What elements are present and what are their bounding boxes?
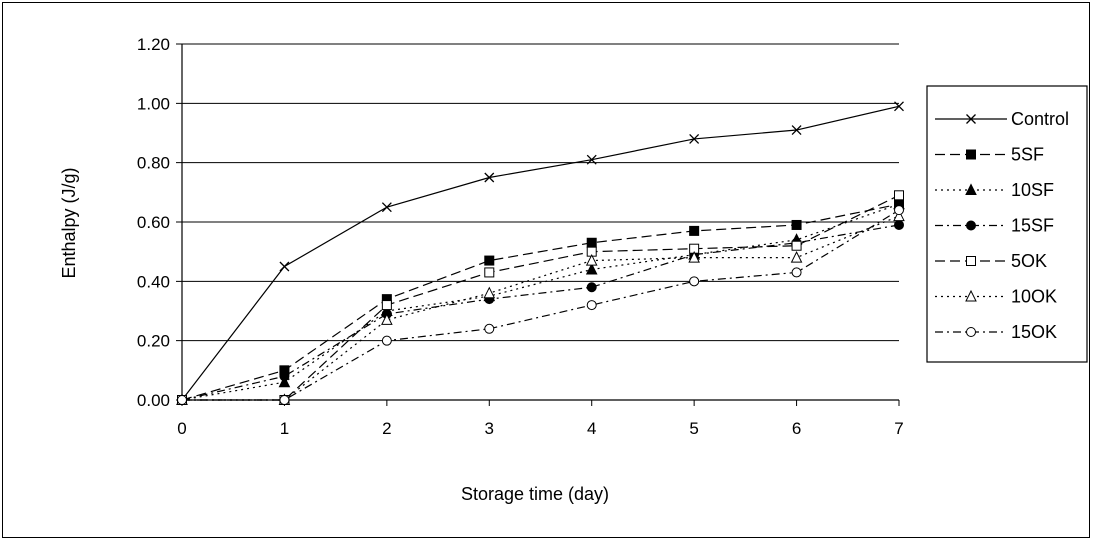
data-point-15ok xyxy=(484,323,495,334)
y-axis-ticks: 0.00 0.20 0.40 0.60 0.80 1.00 1.20 xyxy=(137,35,170,410)
data-point-control xyxy=(689,133,700,144)
legend-item-10ok: 10OK xyxy=(935,287,1057,307)
legend-marker xyxy=(965,289,977,302)
data-point-10ok xyxy=(483,286,496,299)
x-tick-label: 2 xyxy=(382,419,391,438)
legend-marker xyxy=(966,114,976,124)
data-point-10ok xyxy=(790,250,803,263)
x-axis-ticks: 0 1 2 3 4 5 6 7 xyxy=(177,400,904,438)
legend-marker xyxy=(966,149,976,160)
data-point-5ok xyxy=(381,300,392,311)
legend-marker xyxy=(966,256,976,266)
series-line-10sf xyxy=(181,203,900,401)
data-point-15ok xyxy=(177,395,187,405)
data-point-5ok xyxy=(894,190,904,201)
legend-item-15sf: 15SF xyxy=(935,216,1054,236)
legend-item-control: Control xyxy=(935,109,1069,129)
gridlines xyxy=(176,43,899,401)
data-point-10ok xyxy=(893,209,905,222)
data-point-5sf xyxy=(586,237,597,248)
data-point-15sf xyxy=(279,371,290,382)
data-point-control xyxy=(586,154,597,165)
data-point-control xyxy=(381,202,392,213)
y-tick-label: 0.00 xyxy=(137,391,170,410)
x-tick-label: 1 xyxy=(280,419,289,438)
x-tick-label: 3 xyxy=(485,419,494,438)
series-line-5ok xyxy=(182,194,900,401)
legend-marker xyxy=(965,183,977,195)
data-point-15ok xyxy=(894,205,904,216)
x-tick-label: 6 xyxy=(792,419,801,438)
legend-item-5ok: 5OK xyxy=(935,251,1047,271)
legend-item-5sf: 5SF xyxy=(935,145,1044,165)
legend-item-10sf: 10SF xyxy=(935,180,1054,200)
legend: Control 5SF 10SF 15SF 5OK 10OK 15OK xyxy=(926,85,1088,363)
series-group xyxy=(176,101,905,405)
data-point-10ok xyxy=(688,250,700,263)
y-axis-title: Enthalpy (J/g) xyxy=(59,167,79,278)
y-tick-label: 0.80 xyxy=(137,154,170,173)
data-point-10sf xyxy=(278,375,291,388)
data-point-10ok xyxy=(381,313,393,325)
data-point-control xyxy=(791,125,802,135)
x-tick-label: 5 xyxy=(689,419,698,438)
legend-label: 10SF xyxy=(1011,180,1054,200)
y-tick-label: 0.20 xyxy=(137,332,170,351)
data-point-5ok xyxy=(484,267,495,278)
data-point-15ok xyxy=(381,335,392,346)
series-control xyxy=(177,101,904,405)
series-line-5sf xyxy=(181,203,900,401)
data-point-15ok xyxy=(586,300,597,311)
x-tick-label: 0 xyxy=(177,419,186,438)
legend-label: 15OK xyxy=(1011,322,1057,342)
y-tick-label: 1.20 xyxy=(137,35,170,54)
legend-label: 5OK xyxy=(1011,251,1047,271)
data-point-10sf xyxy=(585,262,598,275)
x-axis-title: Storage time (day) xyxy=(461,484,609,504)
series-line-control xyxy=(181,105,900,401)
data-point-control xyxy=(279,261,290,272)
y-tick-label: 1.00 xyxy=(137,94,170,113)
data-point-5ok xyxy=(791,240,802,251)
data-point-15sf xyxy=(586,282,597,293)
data-point-5sf xyxy=(484,255,495,266)
legend-label: Control xyxy=(1011,109,1069,129)
legend-label: 5SF xyxy=(1011,145,1044,165)
data-point-15sf xyxy=(894,219,904,230)
legend-marker xyxy=(966,327,976,337)
legend-box xyxy=(926,85,1088,363)
series-line-15ok xyxy=(182,209,900,401)
data-point-15ok xyxy=(279,395,290,405)
x-tick-label: 4 xyxy=(587,419,596,438)
legend-label: 10OK xyxy=(1011,287,1057,307)
legend-item-15ok: 15OK xyxy=(935,322,1057,342)
y-tick-label: 0.40 xyxy=(137,272,170,291)
data-point-control xyxy=(484,172,495,183)
data-point-15ok xyxy=(689,276,700,287)
x-tick-label: 7 xyxy=(894,419,903,438)
legend-marker xyxy=(966,220,976,231)
series-15ok xyxy=(177,205,904,405)
y-tick-label: 0.60 xyxy=(137,213,170,232)
data-point-15ok xyxy=(791,267,802,278)
data-point-5sf xyxy=(689,225,700,236)
series-5sf xyxy=(177,199,904,405)
data-point-10ok xyxy=(585,253,598,266)
data-point-control xyxy=(894,101,904,112)
legend-label: 15SF xyxy=(1011,216,1054,236)
data-point-5sf xyxy=(791,219,802,230)
series-line-15sf xyxy=(181,224,900,401)
